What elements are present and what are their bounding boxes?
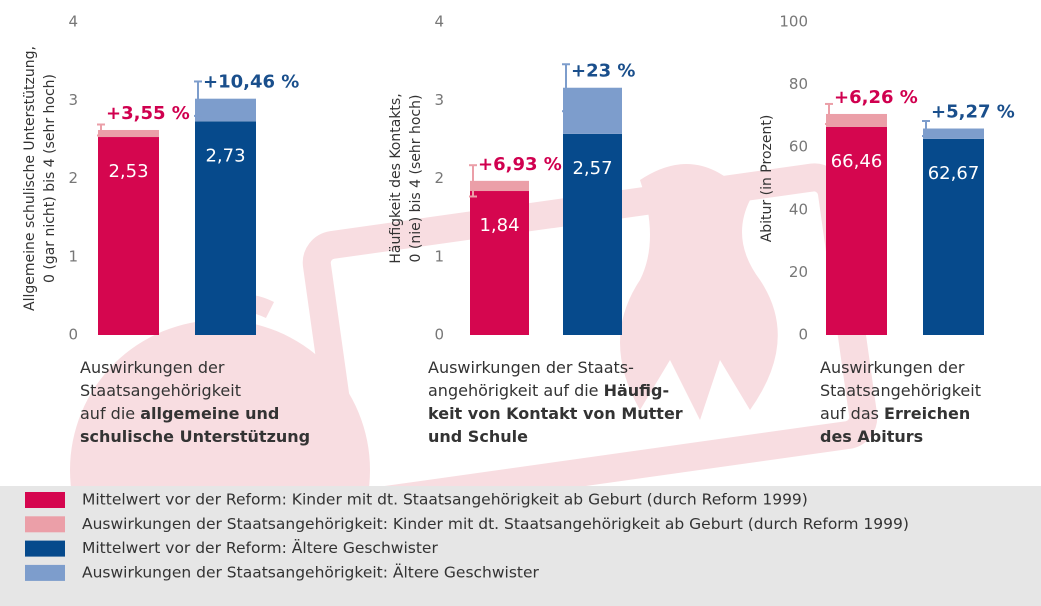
increase-value-label: +6,93 % bbox=[478, 154, 562, 175]
bar-base bbox=[563, 133, 622, 335]
legend-label: Auswirkungen der Staatsangehörigkeit: Ki… bbox=[82, 515, 909, 533]
bar-base bbox=[470, 191, 529, 335]
y-tick-label: 3 bbox=[434, 91, 444, 109]
y-tick-label: 2 bbox=[434, 169, 444, 187]
legend-swatch bbox=[25, 492, 65, 508]
caption-text: Auswirkungen der bbox=[820, 358, 965, 377]
increase-value-label: +5,27 % bbox=[931, 102, 1015, 123]
legend-box bbox=[0, 486, 1041, 606]
legend-swatch bbox=[25, 516, 65, 533]
y-axis-label: Allgemeine schulische Unterstützung, bbox=[22, 46, 38, 311]
base-value-label: 2,57 bbox=[572, 158, 612, 179]
caption-line: auf die allgemeine und bbox=[80, 404, 279, 423]
legend-label: Auswirkungen der Staatsangehörigkeit: Äl… bbox=[82, 562, 540, 581]
caption-text: Auswirkungen der Staats- bbox=[428, 358, 634, 377]
caption-text: auf die bbox=[80, 404, 140, 423]
caption-text: angehörigkeit auf die bbox=[428, 381, 604, 400]
y-axis-label: Häufigkeit des Kontakts, bbox=[388, 93, 404, 263]
bar-base bbox=[98, 137, 159, 335]
bar-base bbox=[826, 126, 887, 336]
y-tick-label: 2 bbox=[68, 169, 78, 187]
caption-line: Staatsangehörigkeit bbox=[80, 381, 241, 400]
increase-value-label: +10,46 % bbox=[203, 72, 299, 93]
caption-line: des Abiturs bbox=[820, 427, 923, 446]
increase-value-label: +6,26 % bbox=[834, 87, 918, 108]
y-tick-label: 4 bbox=[434, 13, 444, 31]
caption-text: schulische Unterstützung bbox=[80, 427, 310, 446]
caption-text: Staatsangehörigkeit bbox=[80, 381, 241, 400]
y-tick-label: 0 bbox=[798, 326, 808, 344]
y-tick-label: 100 bbox=[779, 13, 808, 31]
caption-line: angehörigkeit auf die Häufig- bbox=[428, 381, 669, 400]
caption-line: Auswirkungen der bbox=[80, 358, 225, 377]
y-tick-label: 1 bbox=[434, 247, 444, 265]
bar-increase bbox=[826, 113, 887, 127]
bar-increase bbox=[923, 128, 984, 139]
caption-line: keit von Kontakt von Mutter bbox=[428, 404, 683, 423]
bar-increase bbox=[563, 87, 622, 134]
y-axis-label: 0 (gar nicht) bis 4 (sehr hoch) bbox=[42, 74, 58, 283]
bar-increase bbox=[470, 180, 529, 192]
caption-text: auf das bbox=[820, 404, 884, 423]
bar-base bbox=[195, 121, 256, 335]
caption-line: Auswirkungen der bbox=[820, 358, 965, 377]
caption-text: und Schule bbox=[428, 427, 528, 446]
increase-value-label: +23 % bbox=[571, 61, 635, 82]
y-tick-label: 80 bbox=[789, 75, 808, 93]
bar-base bbox=[923, 138, 984, 335]
legend-swatch bbox=[25, 540, 65, 557]
caption-line: schulische Unterstützung bbox=[80, 427, 310, 446]
y-tick-label: 3 bbox=[68, 91, 78, 109]
caption-text: des Abiturs bbox=[820, 427, 923, 446]
caption-line: Auswirkungen der Staats- bbox=[428, 358, 634, 377]
caption-text: keit von Kontakt von Mutter bbox=[428, 404, 683, 423]
base-value-label: 66,46 bbox=[831, 151, 883, 172]
caption-text: allgemeine und bbox=[140, 404, 279, 423]
base-value-label: 1,84 bbox=[479, 215, 519, 236]
y-tick-label: 4 bbox=[68, 13, 78, 31]
legend-label: Mittelwert vor der Reform: Kinder mit dt… bbox=[82, 491, 808, 509]
y-tick-label: 40 bbox=[789, 200, 808, 218]
y-tick-label: 20 bbox=[789, 263, 808, 281]
y-tick-label: 60 bbox=[789, 138, 808, 156]
bar-increase bbox=[195, 98, 256, 122]
legend-label: Mittelwert vor der Reform: Ältere Geschw… bbox=[82, 538, 438, 557]
legend-swatch bbox=[25, 564, 65, 581]
caption-text: Staatsangehörigkeit bbox=[820, 381, 981, 400]
bar-increase bbox=[98, 129, 159, 138]
base-value-label: 2,73 bbox=[205, 145, 245, 166]
caption-line: und Schule bbox=[428, 427, 528, 446]
caption-text: Häufig- bbox=[604, 381, 670, 400]
y-tick-label: 0 bbox=[434, 326, 444, 344]
y-axis-label: Abitur (in Prozent) bbox=[759, 115, 775, 243]
base-value-label: 62,67 bbox=[928, 163, 980, 184]
caption-line: auf das Erreichen bbox=[820, 404, 970, 423]
base-value-label: 2,53 bbox=[108, 161, 148, 182]
increase-value-label: +3,55 % bbox=[106, 103, 190, 124]
y-tick-label: 0 bbox=[68, 326, 78, 344]
caption-text: Auswirkungen der bbox=[80, 358, 225, 377]
y-tick-label: 1 bbox=[68, 247, 78, 265]
caption-line: Staatsangehörigkeit bbox=[820, 381, 981, 400]
y-axis-label: 0 (nie) bis 4 (sehr hoch) bbox=[408, 95, 424, 263]
caption-text: Erreichen bbox=[884, 404, 970, 423]
